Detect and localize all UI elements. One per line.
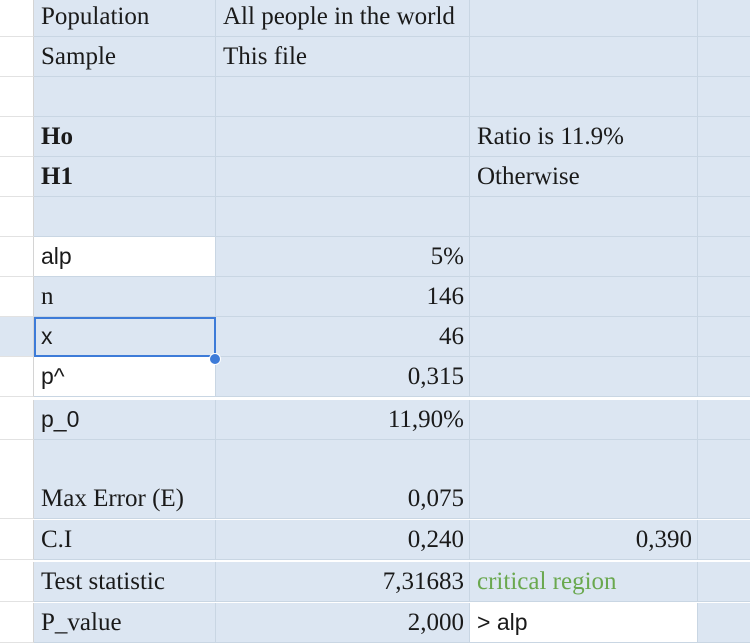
- cell-empty[interactable]: [698, 37, 750, 77]
- cell-value[interactable]: 46: [216, 317, 470, 357]
- cell-empty[interactable]: [698, 237, 750, 277]
- cell-empty[interactable]: [698, 277, 750, 317]
- cell-extra[interactable]: [470, 479, 698, 519]
- cell-label[interactable]: alp: [34, 237, 216, 277]
- cell-label[interactable]: P_value: [34, 603, 216, 643]
- selected-cell[interactable]: x: [34, 317, 216, 357]
- cell-empty[interactable]: [698, 520, 750, 560]
- cell-extra[interactable]: [470, 277, 698, 317]
- cell-extra[interactable]: Otherwise: [470, 157, 698, 197]
- cell-label[interactable]: Population: [34, 0, 216, 37]
- row-header[interactable]: [0, 37, 34, 77]
- cell-extra[interactable]: Ratio is 11.9%: [470, 117, 698, 157]
- cell-value[interactable]: [216, 440, 470, 480]
- cell-value[interactable]: 146: [216, 277, 470, 317]
- cell-empty[interactable]: [698, 400, 750, 440]
- cell-label[interactable]: n: [34, 277, 216, 317]
- cell-extra[interactable]: critical region: [470, 562, 698, 602]
- cell-extra[interactable]: [470, 237, 698, 277]
- cell-extra[interactable]: [470, 77, 698, 117]
- table-row: p^ 0,315: [0, 357, 750, 397]
- table-row: Population All people in the world: [0, 0, 750, 37]
- row-header[interactable]: [0, 77, 34, 117]
- cell-value[interactable]: 2,000: [216, 603, 470, 643]
- table-row: P_value 2,000 > alp: [0, 603, 750, 643]
- cell-value[interactable]: [216, 157, 470, 197]
- cell-label[interactable]: H1: [34, 157, 216, 197]
- cell-value[interactable]: This file: [216, 37, 470, 77]
- cell-value[interactable]: 0,075: [216, 479, 470, 519]
- cell-label[interactable]: Sample: [34, 37, 216, 77]
- row-header[interactable]: [0, 317, 34, 357]
- table-row: H1 Otherwise: [0, 157, 750, 197]
- row-header[interactable]: [0, 277, 34, 317]
- table-row: [0, 197, 750, 237]
- cell-empty[interactable]: [698, 603, 750, 643]
- cell-empty[interactable]: [698, 317, 750, 357]
- cell-label[interactable]: [34, 197, 216, 237]
- cell-value[interactable]: 11,90%: [216, 400, 470, 440]
- table-row: n 146: [0, 277, 750, 317]
- row-header[interactable]: [0, 237, 34, 277]
- cell-empty[interactable]: [698, 440, 750, 480]
- table-row: Sample This file: [0, 37, 750, 77]
- cell-empty[interactable]: [698, 157, 750, 197]
- cell-label[interactable]: Max Error (E): [34, 479, 216, 519]
- row-header[interactable]: [0, 440, 34, 480]
- cell-label[interactable]: [34, 440, 216, 480]
- cell-value[interactable]: 0,240: [216, 520, 470, 560]
- row-header[interactable]: [0, 520, 34, 560]
- table-row: x 46: [0, 317, 750, 357]
- cell-value[interactable]: 5%: [216, 237, 470, 277]
- cell-extra[interactable]: > alp: [470, 603, 698, 643]
- row-header[interactable]: [0, 400, 34, 440]
- table-row: p_0 11,90%: [0, 400, 750, 440]
- cell-extra[interactable]: [470, 400, 698, 440]
- cell-value[interactable]: All people in the world: [216, 0, 470, 37]
- table-row: C.I 0,240 0,390: [0, 520, 750, 560]
- table-row: alp 5%: [0, 237, 750, 277]
- cell-extra[interactable]: [470, 0, 698, 37]
- row-header[interactable]: [0, 0, 34, 37]
- cell-empty[interactable]: [698, 117, 750, 157]
- cell-label[interactable]: Test statistic: [34, 562, 216, 602]
- table-row: [0, 77, 750, 117]
- cell-value[interactable]: 0,315: [216, 357, 470, 397]
- cell-label[interactable]: p_0: [34, 400, 216, 440]
- row-header[interactable]: [0, 357, 34, 397]
- cell-extra[interactable]: 0,390: [470, 520, 698, 560]
- table-row: Max Error (E) 0,075: [0, 479, 750, 519]
- table-row: Test statistic 7,31683 critical region: [0, 562, 750, 602]
- table-row: Ho Ratio is 11.9%: [0, 117, 750, 157]
- table-row: [0, 440, 750, 480]
- cell-label[interactable]: p^: [34, 357, 216, 397]
- row-header[interactable]: [0, 117, 34, 157]
- cell-value[interactable]: 7,31683: [216, 562, 470, 602]
- cell-empty[interactable]: [698, 197, 750, 237]
- cell-extra[interactable]: [470, 357, 698, 397]
- cell-empty[interactable]: [698, 77, 750, 117]
- row-header[interactable]: [0, 157, 34, 197]
- cell-label[interactable]: [34, 77, 216, 117]
- cell-label[interactable]: C.I: [34, 520, 216, 560]
- cell-empty[interactable]: [698, 357, 750, 397]
- row-header[interactable]: [0, 603, 34, 643]
- cell-value[interactable]: [216, 117, 470, 157]
- row-header[interactable]: [0, 562, 34, 602]
- cell-extra[interactable]: [470, 197, 698, 237]
- cell-empty[interactable]: [698, 479, 750, 519]
- cell-value[interactable]: [216, 197, 470, 237]
- fill-handle[interactable]: [209, 353, 221, 365]
- cell-value[interactable]: [216, 77, 470, 117]
- cell-extra[interactable]: [470, 440, 698, 480]
- cell-empty[interactable]: [698, 0, 750, 37]
- cell-empty[interactable]: [698, 562, 750, 602]
- row-header[interactable]: [0, 479, 34, 519]
- cell-extra[interactable]: [470, 37, 698, 77]
- cell-extra[interactable]: [470, 317, 698, 357]
- cell-label[interactable]: Ho: [34, 117, 216, 157]
- row-header[interactable]: [0, 197, 34, 237]
